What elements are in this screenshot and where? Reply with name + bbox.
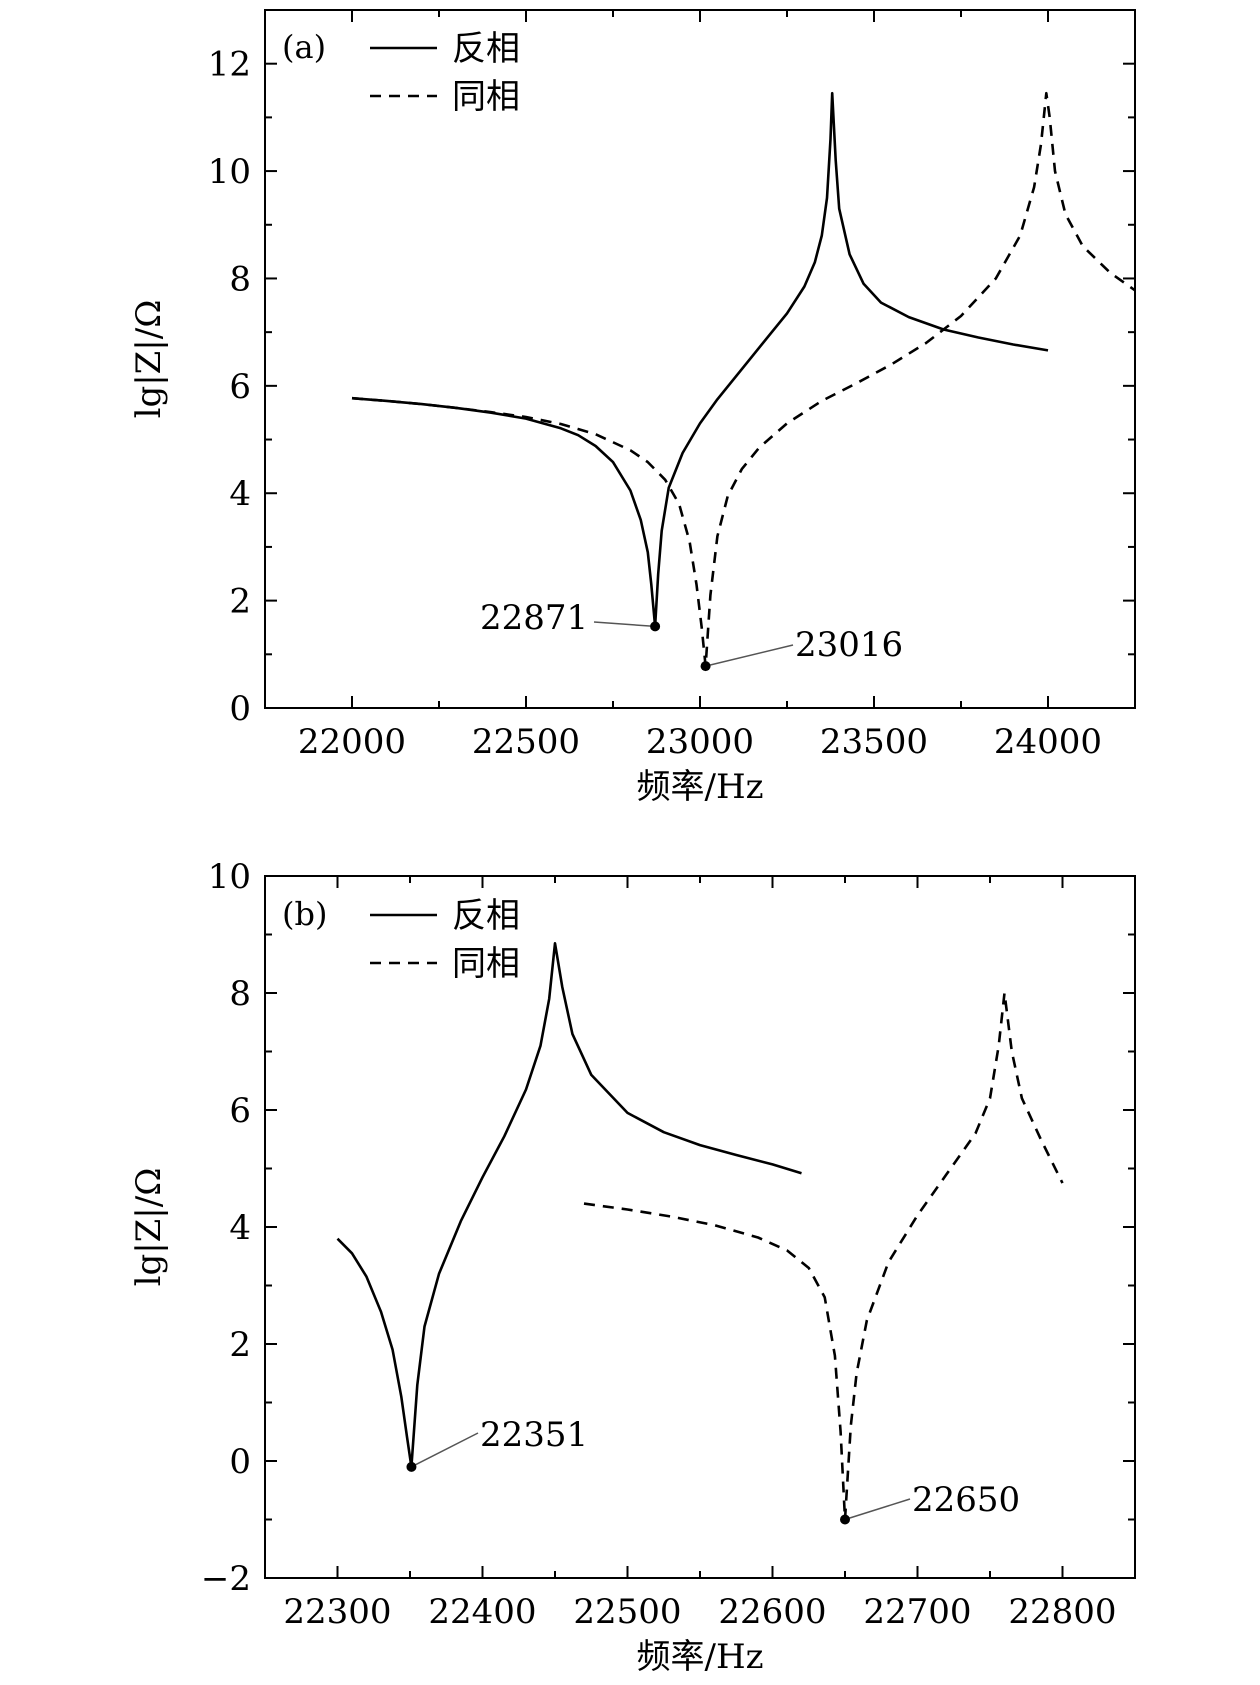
y-tick-label: 2	[229, 1325, 251, 1365]
y-tick-label: 8	[229, 974, 251, 1014]
y-tick-label: 4	[229, 1208, 251, 1248]
x-tick-label: 22500	[472, 722, 580, 762]
annotation-label: 23016	[795, 625, 903, 665]
annotation-label: 22351	[480, 1415, 588, 1455]
legend-label: 同相	[452, 77, 520, 117]
annotation-leader	[593, 621, 656, 628]
x-tick-label: 22600	[718, 1592, 826, 1632]
panel-label: (a)	[282, 28, 326, 66]
annotation-label: 22650	[912, 1480, 1020, 1520]
x-tick-label: 22300	[283, 1592, 391, 1632]
y-tick-label: 6	[229, 1091, 251, 1131]
y-tick-label: 0	[229, 689, 251, 729]
y-tick-label: 8	[229, 259, 251, 299]
series-line-in-phase	[351, 91, 1135, 668]
minimum-point-marker	[650, 621, 661, 632]
x-tick-label: 22800	[1008, 1592, 1116, 1632]
y-tick-label: 10	[208, 152, 251, 192]
legend-label: 反相	[452, 29, 520, 69]
series-line-anti-phase	[351, 91, 1049, 628]
annotation-leader	[705, 644, 794, 667]
y-tick-label: 12	[208, 45, 251, 85]
y-tick-label: 0	[229, 1442, 251, 1482]
minimum-point-marker	[700, 661, 711, 672]
legend-label: 同相	[452, 944, 520, 984]
x-tick-label: 23500	[820, 722, 928, 762]
plot-frame	[264, 875, 1136, 1579]
series-line-anti-phase	[336, 942, 802, 1469]
y-axis-label: lg|Z|/Ω	[129, 1168, 169, 1287]
y-tick-label: 2	[229, 582, 251, 622]
y-axis-label: lg|Z|/Ω	[129, 300, 169, 419]
minimum-point-marker	[840, 1514, 850, 1525]
x-tick-label: 22400	[428, 1592, 536, 1632]
panel-label: (b)	[282, 895, 327, 933]
y-tick-label: 4	[229, 474, 251, 514]
chart-panel-a: 22000 22500 23000 23500 24000 0 2 4 6 8 10 12 频率/Hz l…	[129, 9, 1136, 807]
y-tick-label: −2	[201, 1559, 251, 1599]
legend-label: 反相	[452, 896, 520, 936]
annotation-label: 22871	[480, 598, 588, 638]
series-line-in-phase	[583, 991, 1064, 1521]
x-axis-label: 频率/Hz	[636, 1637, 763, 1677]
y-tick-label: 10	[208, 857, 251, 897]
x-tick-label: 22500	[573, 1592, 681, 1632]
x-tick-label: 22000	[298, 722, 406, 762]
annotation-leader	[411, 1432, 479, 1468]
minimum-point-marker	[406, 1461, 417, 1472]
annotation-leader	[844, 1498, 911, 1521]
chart-panel-b: 22300 22400 22500 22600 22700 22800 −2 0 2 4 6 8 10 频…	[129, 857, 1136, 1677]
x-tick-label: 24000	[994, 722, 1102, 762]
x-tick-label: 23000	[646, 722, 754, 762]
x-tick-label: 22700	[863, 1592, 971, 1632]
x-axis-label: 频率/Hz	[636, 767, 763, 807]
y-tick-label: 6	[229, 367, 251, 407]
